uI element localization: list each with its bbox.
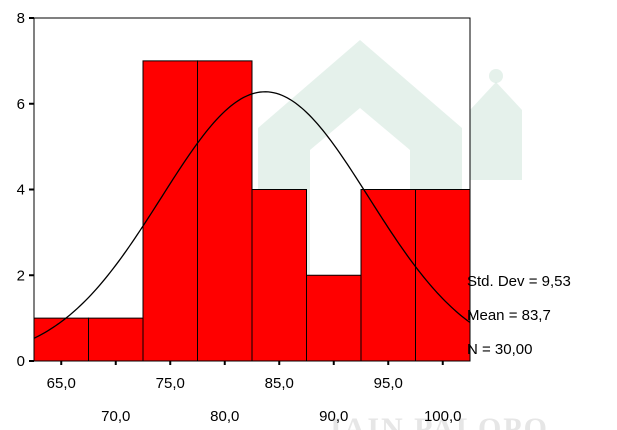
watermark-dome [489, 69, 503, 83]
histogram-bar [251, 189, 307, 362]
histogram-bar [197, 60, 253, 362]
stat-std-dev: Std. Dev = 9,53 [467, 273, 571, 290]
histogram-bar [360, 189, 416, 362]
histogram-bar [33, 317, 89, 362]
statistics-box: Std. Dev = 9,53 Mean = 83,7 N = 30,00 [467, 273, 571, 358]
histogram-bar [415, 189, 471, 362]
histogram-bar [88, 317, 144, 362]
x-tick-label: 100,0 [424, 408, 462, 425]
x-tick-label: 70,0 [101, 408, 130, 425]
x-tick-label: 90,0 [319, 408, 348, 425]
y-tick-label: 6 [17, 96, 25, 113]
y-tick-label: 0 [17, 353, 25, 370]
normal-curve [33, 91, 471, 339]
axes: 0 2 4 6 8 65,0 75,0 85,0 95,0 70,0 80,0 90,0 100,0 [17, 10, 462, 425]
y-tick-label: 4 [17, 182, 25, 199]
stat-n: N = 30,00 [467, 341, 532, 358]
x-tick-label: 95,0 [374, 375, 403, 392]
histogram-bar [306, 274, 362, 362]
stat-mean: Mean = 83,7 [467, 307, 551, 324]
watermark-text: IAIN PALOPO [330, 412, 549, 430]
x-tick-label: 75,0 [156, 375, 185, 392]
y-tick-label: 2 [17, 267, 25, 284]
y-tick-label: 8 [17, 10, 25, 27]
histogram-bar [142, 60, 198, 362]
x-tick-label: 65,0 [47, 375, 76, 392]
x-tick-label: 85,0 [265, 375, 294, 392]
x-tick-label: 80,0 [210, 408, 239, 425]
watermark-tower [470, 82, 522, 180]
